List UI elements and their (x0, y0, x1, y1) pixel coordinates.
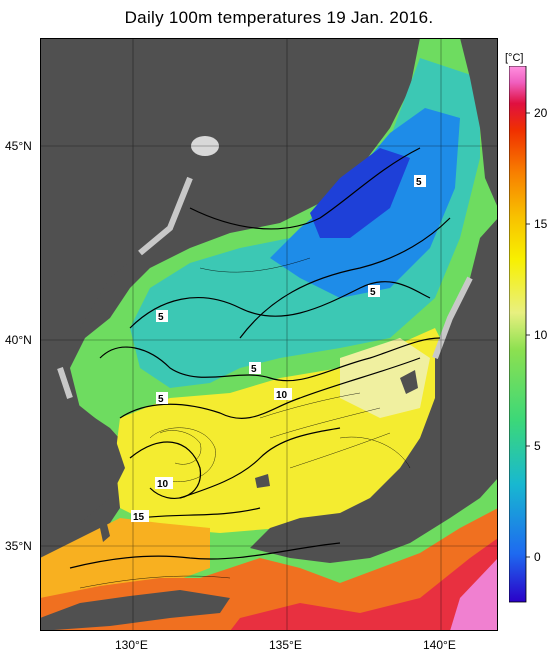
map-frame (40, 38, 498, 631)
contour-label: 5 (156, 310, 168, 323)
kuroshio-pink (450, 558, 498, 631)
colorbar-tick: 15 (534, 217, 548, 231)
colorbar: 20 15 10 5 0 (509, 66, 548, 603)
lon-label-140e: 140°E (423, 638, 456, 652)
lon-label-130e: 130°E (115, 638, 148, 652)
warm-pale-region (340, 338, 430, 418)
sea-temperature-map: 5 5 5 5 5 10 10 15 (40, 38, 498, 631)
colorbar-tick: 20 (534, 106, 548, 120)
lat-label-35n: 35°N (5, 539, 32, 553)
japan-honshu (250, 218, 498, 563)
coastal-shelf (57, 176, 473, 399)
contour-label: 10 (155, 477, 173, 490)
sakhalin-coast (330, 38, 420, 178)
colorbar-tick: 10 (534, 328, 548, 342)
contour-label: 5 (156, 392, 168, 405)
oki-island (255, 474, 270, 488)
thin-contours (79, 257, 411, 589)
korea-peninsula (40, 38, 200, 538)
colorbar-tick: 5 (534, 439, 541, 453)
warmer-water-region (40, 518, 210, 613)
contour-label: 5 (414, 175, 426, 188)
svg-text:5: 5 (158, 312, 164, 323)
svg-text:15: 15 (133, 512, 145, 523)
contour-label: 15 (131, 510, 149, 523)
contour-label: 5 (249, 362, 261, 375)
lat-label-40n: 40°N (5, 333, 32, 347)
svg-text:5: 5 (416, 177, 422, 188)
kyushu-shikoku (40, 590, 230, 631)
tsushima-island (100, 520, 110, 542)
svg-text:5: 5 (370, 287, 376, 298)
contour-label: 5 (368, 285, 380, 298)
svg-text:10: 10 (276, 390, 288, 401)
kuroshio-hot (230, 538, 498, 631)
svg-text:5: 5 (251, 364, 257, 375)
colorbar-gradient (509, 66, 527, 603)
contour-label: 10 (274, 388, 292, 401)
coldest-water-region (310, 148, 410, 238)
map-title: Daily 100m temperatures 19 Jan. 2016. (124, 8, 434, 27)
lat-label-45n: 45°N (5, 139, 32, 153)
contour-lines (69, 147, 451, 569)
svg-text:10: 10 (157, 479, 169, 490)
svg-text:5: 5 (158, 394, 164, 405)
colorbar-unit: [°C] (505, 52, 524, 64)
colorbar-tick: 0 (534, 550, 541, 564)
hokkaido (460, 38, 498, 208)
sado-island (400, 370, 418, 394)
lon-label-135e: 135°E (269, 638, 302, 652)
contour-label-tags: 5 5 5 5 5 10 10 15 (131, 175, 426, 523)
